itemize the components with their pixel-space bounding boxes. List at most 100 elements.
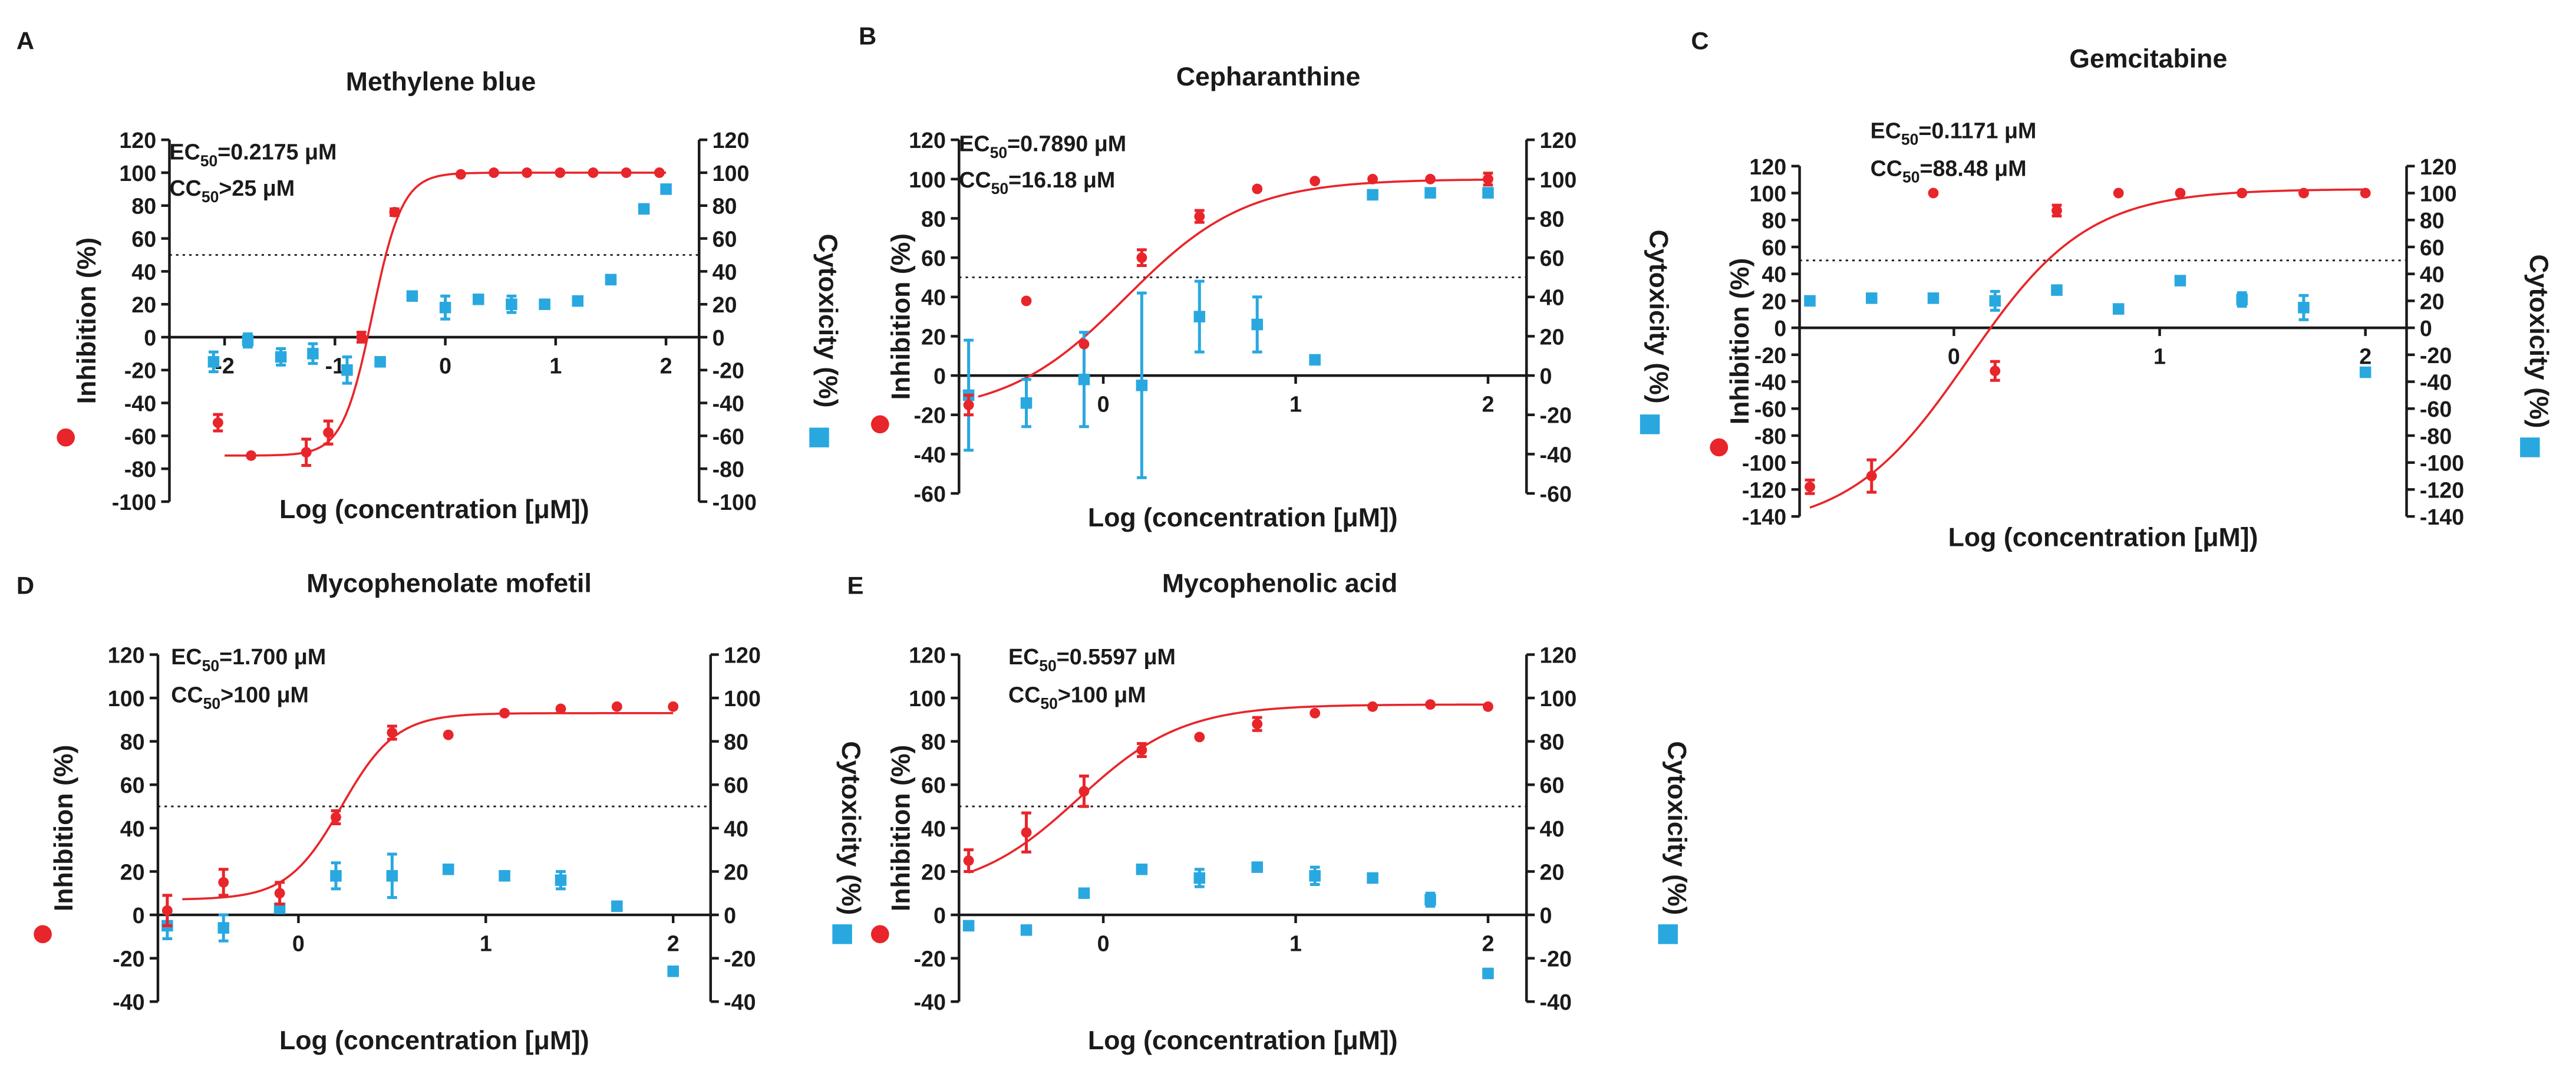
panel-a-plot: -100 -100-80 -80-60 -60-40 -40-20 -200 020 2040…: [57, 128, 842, 524]
legend-cytotoxicity-square: [832, 924, 852, 944]
ec50-label: EC: [169, 140, 200, 164]
y-tick-label-left: -20: [913, 403, 945, 428]
y-tick-label-right: 100: [724, 686, 761, 711]
ec50-subscript: 50: [1901, 131, 1918, 149]
panel-d-title: Mycophenolate mofetil: [306, 569, 592, 598]
y-tick-label-right: -60: [1540, 482, 1572, 506]
inhibition-point: [1310, 176, 1321, 187]
x-tick-label: 0: [292, 931, 305, 956]
y-tick-label-right: 100: [1540, 167, 1577, 192]
inhibition-point: [1136, 252, 1147, 263]
cytotoxicity-point: [2051, 284, 2063, 296]
panel-a: A Methylene blue -100 -100 -80 -80 -60 -60 -40…: [17, 27, 842, 524]
y-tick-label-left: 60: [1762, 235, 1786, 260]
cytotoxicity-point: [555, 874, 567, 886]
y-tick-label-left: -20: [113, 947, 144, 971]
y-tick-label-left: -140: [1742, 505, 1786, 529]
cc50-subscript: 50: [991, 180, 1008, 197]
y-axis-label-right: Cytoxicity (%): [1644, 230, 1673, 404]
y-tick-label-left: 40: [1762, 262, 1786, 287]
panel-e-title: Mycophenolic acid: [1162, 569, 1397, 598]
inhibition-point: [2298, 187, 2309, 199]
y-tick-label-left: 0: [934, 364, 946, 388]
ec50-subscript: 50: [1039, 657, 1056, 674]
cytotoxicity-point: [439, 302, 451, 314]
y-tick-label-left: 40: [921, 285, 946, 310]
cytotoxicity-point: [1482, 967, 1494, 980]
legend-cytotoxicity-square: [809, 427, 829, 447]
cc50-value: >25 μM: [219, 176, 295, 200]
x-tick-label: 2: [1482, 931, 1494, 956]
ec50-annotation: EC50=0.1171 μM: [1871, 118, 2037, 148]
legend-cytotoxicity-square: [2520, 437, 2540, 457]
panel-e-label: E: [847, 571, 863, 599]
ec50-value: =0.1171 μM: [1918, 118, 2036, 143]
cytotoxicity-point: [406, 290, 418, 302]
y-tick-label-right: 20: [724, 859, 748, 884]
panel-b-title: Cepharanthine: [1176, 62, 1361, 91]
ec50-label: EC: [959, 131, 989, 156]
y-tick-label-right: 100: [1540, 686, 1577, 711]
inhibition-point: [588, 167, 599, 178]
inhibition-point: [2237, 187, 2248, 199]
y-tick-label-right: -80: [713, 457, 744, 482]
inhibition-point: [1866, 470, 1877, 482]
cytotoxicity-point: [506, 298, 517, 310]
inhibition-point: [555, 703, 566, 714]
y-tick-label-left: 120: [119, 128, 156, 153]
x-tick-label: 0: [1948, 344, 1960, 368]
y-tick-label-left: 80: [921, 206, 946, 231]
cytotoxicity-point: [2174, 275, 2186, 286]
panel-c: C Gemcitabine -140 -140-120 -120-100 -100-8…: [1691, 27, 2553, 552]
y-tick-label-right: -20: [724, 947, 756, 971]
legend-inhibition-circle: [57, 428, 75, 447]
y-tick-label-right: -40: [724, 990, 756, 1014]
inhibition-point: [654, 167, 665, 178]
cytotoxicity-point: [1927, 292, 1940, 304]
inhibition-point: [1252, 183, 1263, 195]
cytotoxicity-point: [1020, 924, 1033, 936]
cytotoxicity-point: [330, 870, 342, 882]
inhibition-point: [2175, 187, 2186, 199]
cytotoxicity-point: [1482, 187, 1494, 199]
cytotoxicity-point: [1989, 295, 2001, 307]
inhibition-point: [1483, 701, 1493, 712]
y-tick-label-right: -80: [2420, 424, 2452, 449]
y-tick-label-left: 40: [131, 259, 156, 284]
inhibition-point: [1078, 786, 1090, 797]
cytotoxicity-point: [660, 183, 672, 195]
cytotoxicity-point: [217, 922, 229, 934]
cytotoxicity-point: [1193, 311, 1206, 322]
cytotoxicity-point: [638, 203, 650, 215]
y-tick-label-left: 0: [144, 325, 156, 350]
inhibition-point: [522, 167, 533, 178]
inhibition-point: [212, 417, 223, 429]
ec50-annotation: EC50=0.5597 μM: [1008, 644, 1176, 674]
y-tick-label-left: -40: [913, 990, 945, 1014]
y-tick-label-left: -20: [913, 947, 945, 971]
y-axis-label-left: Inhibition (%): [1726, 258, 1754, 425]
cc50-annotation: CC50>25 μM: [169, 176, 295, 206]
y-tick-label-left: -60: [1754, 397, 1786, 421]
y-tick-label-left: -40: [1754, 370, 1786, 394]
cc50-label: CC: [1871, 156, 1902, 181]
y-tick-label-left: 40: [921, 816, 946, 841]
y-tick-label-right: 80: [724, 730, 748, 755]
ec50-annotation: EC50=1.700 μM: [171, 644, 326, 674]
cc50-value: >100 μM: [1058, 682, 1146, 707]
ec50-annotation: EC50=0.2175 μM: [169, 140, 337, 170]
inhibition-point: [274, 888, 285, 899]
y-tick-label-right: 40: [713, 259, 737, 284]
y-tick-label-right: -60: [2420, 397, 2452, 421]
inhibition-point: [443, 729, 454, 740]
cc50-value: >100 μM: [220, 682, 309, 707]
y-tick-label-right: 0: [713, 325, 725, 350]
y-tick-label-right: 60: [1540, 773, 1565, 798]
cytotoxicity-point: [1136, 379, 1148, 391]
y-tick-label-left: -20: [1754, 343, 1786, 368]
y-tick-label-left: 60: [120, 773, 145, 798]
ec50-value: =0.5597 μM: [1057, 644, 1176, 669]
y-tick-label-right: 20: [1540, 324, 1565, 349]
inhibition-point: [963, 855, 974, 866]
y-tick-label-right: 120: [1540, 643, 1577, 667]
